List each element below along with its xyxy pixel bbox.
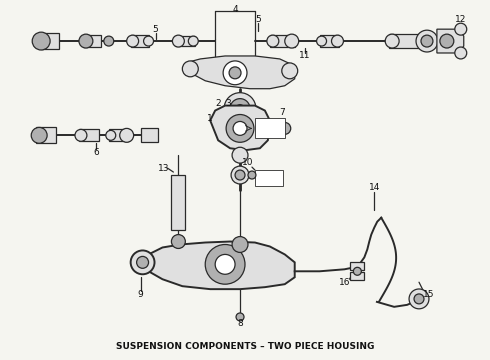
Circle shape — [229, 67, 241, 79]
Circle shape — [248, 171, 256, 179]
Circle shape — [144, 36, 153, 46]
Circle shape — [127, 35, 139, 47]
Circle shape — [455, 23, 467, 35]
Polygon shape — [141, 129, 158, 142]
Circle shape — [205, 244, 245, 284]
Circle shape — [232, 237, 248, 252]
Polygon shape — [175, 36, 196, 46]
Circle shape — [455, 47, 467, 59]
Circle shape — [231, 166, 249, 184]
Circle shape — [104, 36, 114, 46]
Circle shape — [236, 105, 244, 113]
Circle shape — [440, 34, 454, 48]
Circle shape — [182, 61, 198, 77]
Circle shape — [188, 36, 198, 46]
Circle shape — [224, 93, 256, 125]
Polygon shape — [270, 35, 294, 47]
Circle shape — [172, 235, 185, 248]
Circle shape — [232, 147, 248, 163]
Polygon shape — [389, 34, 419, 48]
Circle shape — [285, 34, 299, 48]
Polygon shape — [319, 35, 340, 47]
Polygon shape — [210, 105, 270, 150]
Text: 3: 3 — [225, 99, 231, 108]
Text: 5: 5 — [153, 25, 158, 34]
Bar — [350, 272, 365, 280]
Circle shape — [267, 35, 279, 47]
Text: 13: 13 — [158, 163, 169, 172]
Circle shape — [230, 99, 250, 118]
Circle shape — [131, 251, 154, 274]
Circle shape — [215, 255, 235, 274]
Circle shape — [32, 32, 50, 50]
Bar — [350, 262, 365, 270]
Text: SUSPENSION COMPONENTS – TWO PIECE HOUSING: SUSPENSION COMPONENTS – TWO PIECE HOUSIN… — [116, 342, 374, 351]
Circle shape — [226, 114, 254, 142]
Polygon shape — [83, 35, 101, 47]
Circle shape — [120, 129, 134, 142]
Circle shape — [353, 267, 361, 275]
Polygon shape — [36, 127, 56, 143]
Polygon shape — [109, 129, 129, 141]
Text: 16: 16 — [339, 278, 350, 287]
Bar — [255, 170, 283, 186]
Text: 11: 11 — [299, 51, 310, 60]
Circle shape — [332, 35, 343, 47]
Text: 9: 9 — [138, 289, 144, 298]
Text: 4: 4 — [232, 5, 238, 14]
Circle shape — [75, 129, 87, 141]
Polygon shape — [185, 56, 294, 89]
Circle shape — [172, 35, 184, 47]
Circle shape — [233, 121, 247, 135]
Circle shape — [79, 34, 93, 48]
Circle shape — [235, 170, 245, 180]
Polygon shape — [131, 35, 148, 47]
Text: 12: 12 — [455, 15, 466, 24]
Text: 6: 6 — [93, 148, 98, 157]
Text: 1: 1 — [207, 114, 213, 123]
Circle shape — [106, 130, 116, 140]
Text: 2: 2 — [215, 99, 221, 108]
Text: 7: 7 — [279, 108, 285, 117]
Text: 8: 8 — [237, 319, 243, 328]
Text: 5: 5 — [255, 15, 261, 24]
Polygon shape — [79, 129, 99, 141]
Circle shape — [421, 35, 433, 47]
Circle shape — [31, 127, 47, 143]
Circle shape — [317, 36, 326, 46]
Circle shape — [385, 34, 399, 48]
Circle shape — [414, 294, 424, 304]
Text: 14: 14 — [368, 184, 380, 193]
Circle shape — [137, 256, 148, 268]
Bar — [255, 118, 285, 138]
Circle shape — [279, 122, 291, 134]
Polygon shape — [265, 122, 290, 134]
Circle shape — [223, 61, 247, 85]
Circle shape — [236, 313, 244, 321]
Circle shape — [409, 289, 429, 309]
Polygon shape — [141, 242, 294, 289]
Text: 15: 15 — [423, 289, 435, 298]
Polygon shape — [437, 29, 464, 53]
Circle shape — [416, 30, 438, 52]
Bar — [172, 175, 185, 230]
Polygon shape — [41, 33, 59, 49]
Text: 10: 10 — [242, 158, 254, 167]
Circle shape — [282, 63, 298, 79]
